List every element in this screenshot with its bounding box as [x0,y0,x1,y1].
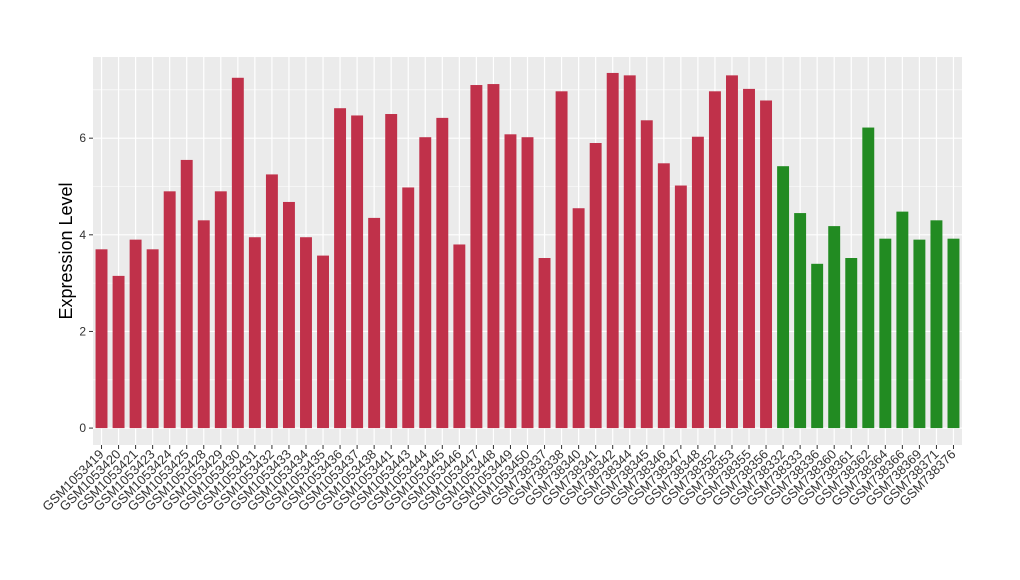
bar [385,114,398,429]
bar [794,213,807,429]
bar [589,143,602,429]
bar [146,249,159,429]
bar [726,75,738,429]
bar [606,72,619,429]
bar [777,166,790,429]
bar [402,187,415,429]
bar [95,249,108,429]
bar [197,220,210,429]
bar [300,237,312,429]
bar [163,191,176,429]
bar [640,120,653,429]
bar [845,258,858,429]
bar [112,275,125,429]
bar [896,211,909,429]
bar [436,117,449,429]
bar [248,237,261,429]
bar [947,238,960,429]
bar [351,115,364,429]
bar [879,238,892,429]
bar [538,258,551,429]
bar [214,191,227,429]
y-tick-label: 2 [79,324,86,338]
bar [180,159,193,429]
y-tick-label: 6 [79,131,86,145]
y-tick-label: 0 [79,421,86,435]
bar [930,220,943,429]
bar [282,201,295,429]
bar [487,84,500,429]
bar [231,77,244,429]
bar [572,208,585,429]
bar [674,185,687,429]
bar [862,127,875,429]
bar [521,137,534,429]
bar [129,239,142,429]
bar [623,75,636,429]
bar [760,100,773,429]
bar [334,108,347,429]
bar [504,134,517,429]
bar [317,255,329,429]
bar [453,244,466,429]
y-tick-label: 4 [79,228,86,242]
bar [265,174,278,429]
bar [743,88,755,429]
bar [419,137,432,429]
bar [913,239,926,429]
bar [691,136,704,429]
bar [555,91,568,429]
y-axis-label: Expression Level [56,182,76,319]
bar [708,91,721,429]
bar [368,217,381,429]
bar [470,85,483,429]
bar [828,226,841,429]
bar [657,163,670,429]
bar [811,263,824,429]
